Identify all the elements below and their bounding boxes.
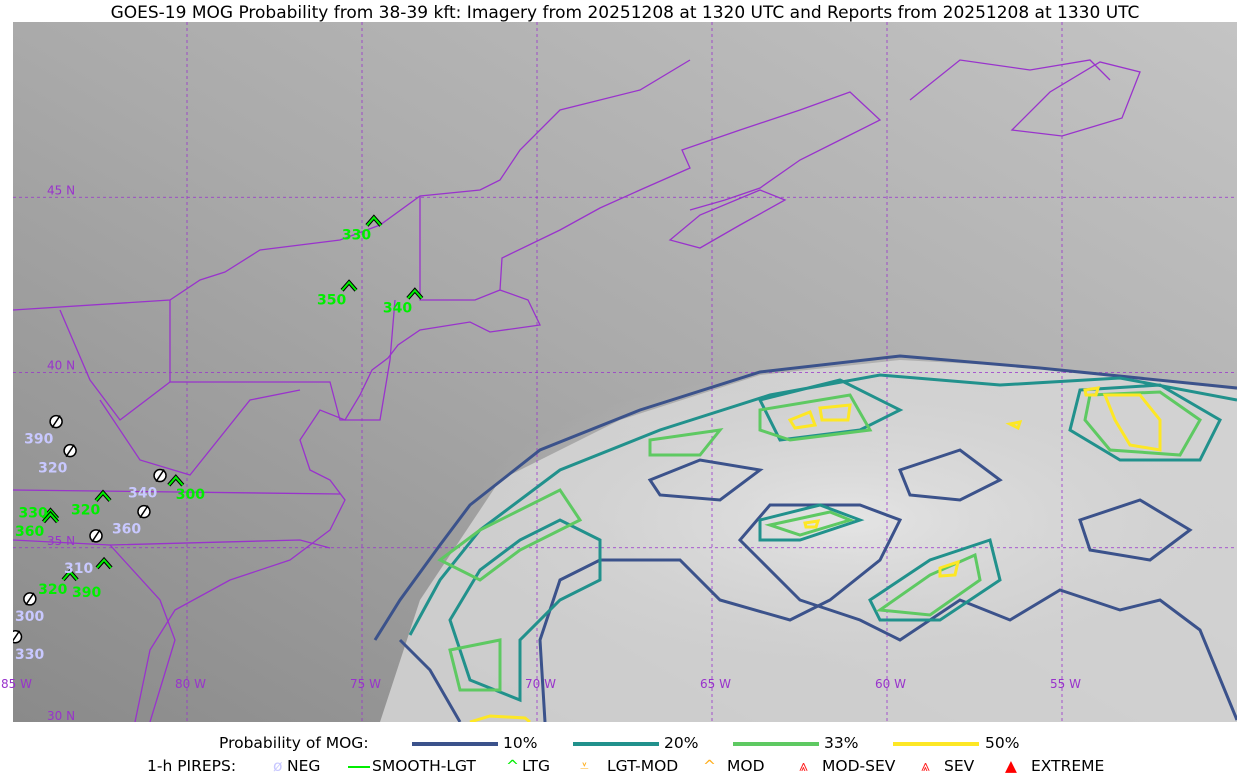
pirep-alt: 320 [38, 582, 67, 598]
smooth-lgt-icon [348, 766, 370, 768]
legend-swatch-10 [412, 742, 498, 746]
mog-contours [373, 354, 1237, 722]
legend-mod: MOD [727, 757, 765, 775]
pirep-alt: 320 [71, 503, 100, 519]
legend-smooth-lgt: SMOOTH-LGT [372, 757, 476, 775]
pirep-alt: 340 [383, 300, 412, 316]
legend-neg: NEG [287, 757, 321, 775]
mod-icon: ^ [703, 757, 716, 775]
lat-label: 35 N [47, 534, 75, 548]
lon-label: 75 W [350, 677, 381, 691]
pirep-ltg [61, 568, 79, 582]
pirep-alt: 390 [72, 585, 101, 601]
lgt-mod-icon: ⩡ [580, 757, 589, 775]
pirep-neg [49, 414, 63, 429]
sev-icon: ⩓ [921, 757, 930, 775]
pirep-ltg [41, 510, 60, 524]
legend-label-10: 10% [503, 734, 538, 752]
lat-lon-grid [13, 22, 1237, 722]
pirep-reports [13, 214, 424, 644]
pirep-ltg [340, 279, 358, 292]
pirep-neg [23, 592, 37, 606]
extreme-icon: ▲ [1005, 757, 1017, 775]
legend-mod-sev: MOD-SEV [822, 757, 896, 775]
pirep-alt: 330 [15, 647, 44, 663]
pirep-neg [137, 504, 151, 519]
contour-10 [373, 354, 1237, 722]
pirep-alt: 300 [176, 487, 205, 503]
pirep-ltg [94, 489, 112, 502]
lat-label: 30 N [47, 709, 75, 723]
legend-prob-title: Probability of MOG: [219, 734, 369, 752]
legend-label-20: 20% [664, 734, 699, 752]
neg-icon: ø [273, 757, 283, 775]
lon-label: 60 W [875, 677, 906, 691]
pirep-neg [153, 468, 167, 483]
pirep-alt: 320 [38, 461, 67, 477]
lon-label: 80 W [175, 677, 206, 691]
lon-label: 70 W [525, 677, 556, 691]
mod-sev-icon: ⩓ [799, 757, 808, 775]
pirep-legend: 1-h PIREPS: ø NEG SMOOTH-LGT ^ LTG ⩡ LGT-MO… [0, 757, 1250, 777]
pirep-altitude-labels: 390 320 340 360 310 300 330 330 350 340 320 300 330 3… [15, 227, 412, 662]
pirep-alt: 390 [24, 432, 53, 448]
pirep-alt: 330 [342, 227, 371, 243]
legend-swatch-20 [573, 742, 659, 746]
pirep-alt: 360 [112, 522, 141, 538]
legend-sev: SEV [944, 757, 975, 775]
pirep-ltg [406, 287, 424, 300]
legend-lgt-mod: LGT-MOD [607, 757, 679, 775]
map-title: GOES-19 MOG Probability from 38-39 kft: … [110, 3, 1140, 23]
contour-50 [469, 386, 1162, 722]
legend-ltg: LTG [522, 757, 550, 775]
pirep-ltg [365, 214, 383, 227]
grid-labels: 85 W 80 W 75 W 70 W 65 W 60 W 55 W 45 N 40 N 35 N… [1, 183, 1081, 723]
probability-legend: Probability of MOG: 10% 20% 33% 50% [0, 734, 1250, 754]
pirep-neg [13, 630, 23, 644]
legend-label-50: 50% [985, 734, 1020, 752]
pirep-ltg [41, 507, 60, 520]
lon-label: 85 W [1, 677, 32, 691]
pirep-alt: 300 [15, 609, 44, 625]
pirep-neg [89, 529, 103, 543]
lat-label: 45 N [47, 183, 75, 197]
pirep-alt: 310 [64, 561, 93, 577]
coastlines-borders [13, 59, 1141, 722]
pirep-alt: 340 [128, 486, 157, 502]
legend-pirep-title: 1-h PIREPS: [147, 757, 237, 775]
pirep-alt: 330 [19, 505, 48, 521]
legend-swatch-33 [733, 742, 819, 746]
legend-label-33: 33% [824, 734, 859, 752]
pirep-ltg [95, 556, 113, 570]
pirep-alt: 350 [317, 292, 346, 308]
lon-label: 55 W [1050, 677, 1081, 691]
lat-label: 40 N [47, 359, 75, 373]
lon-label: 65 W [700, 677, 731, 691]
neg-icon [13, 630, 23, 644]
pirep-neg [63, 443, 77, 458]
legend-swatch-50 [893, 742, 979, 746]
ltg-caret-icon: ^ [506, 757, 519, 775]
pirep-alt: 360 [15, 524, 44, 540]
legend-extreme: EXTREME [1031, 757, 1105, 775]
contour-20 [408, 373, 1237, 703]
contour-33 [437, 390, 1202, 692]
pirep-ltg [167, 474, 185, 487]
